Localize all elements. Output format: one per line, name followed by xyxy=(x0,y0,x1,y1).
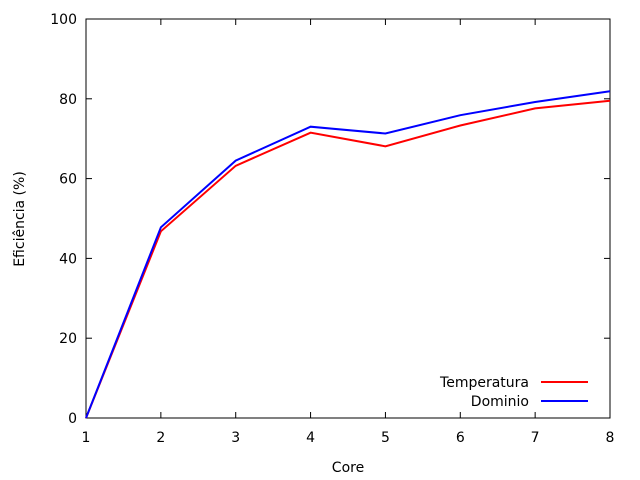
x-tick-label: 3 xyxy=(231,430,240,446)
y-tick-label: 0 xyxy=(68,411,77,427)
legend-label: Temperatura xyxy=(439,375,529,391)
x-tick-label: 6 xyxy=(456,430,465,446)
plot-frame xyxy=(85,18,611,419)
legend: Temperatura Dominio xyxy=(439,375,588,410)
y-tick-label: 20 xyxy=(59,331,77,347)
y-tick-label: 60 xyxy=(59,172,77,188)
x-axis-label: Core xyxy=(332,460,364,476)
x-tick-label: 1 xyxy=(82,430,91,446)
series-line-temperatura xyxy=(85,99,611,419)
series-lines xyxy=(85,90,611,419)
x-tick-label: 2 xyxy=(156,430,165,446)
y-tick-label: 40 xyxy=(59,251,77,267)
y-tick-label: 80 xyxy=(59,92,77,108)
series-line-dominio xyxy=(85,90,611,419)
x-tick-label: 4 xyxy=(306,430,315,446)
y-axis-label: Eficiência (%) xyxy=(12,171,28,267)
x-tick-label: 8 xyxy=(606,430,615,446)
y-tick-label: 100 xyxy=(50,12,77,28)
legend-label: Dominio xyxy=(471,394,529,410)
x-tick-label: 7 xyxy=(531,430,540,446)
x-tick-label: 5 xyxy=(381,430,390,446)
